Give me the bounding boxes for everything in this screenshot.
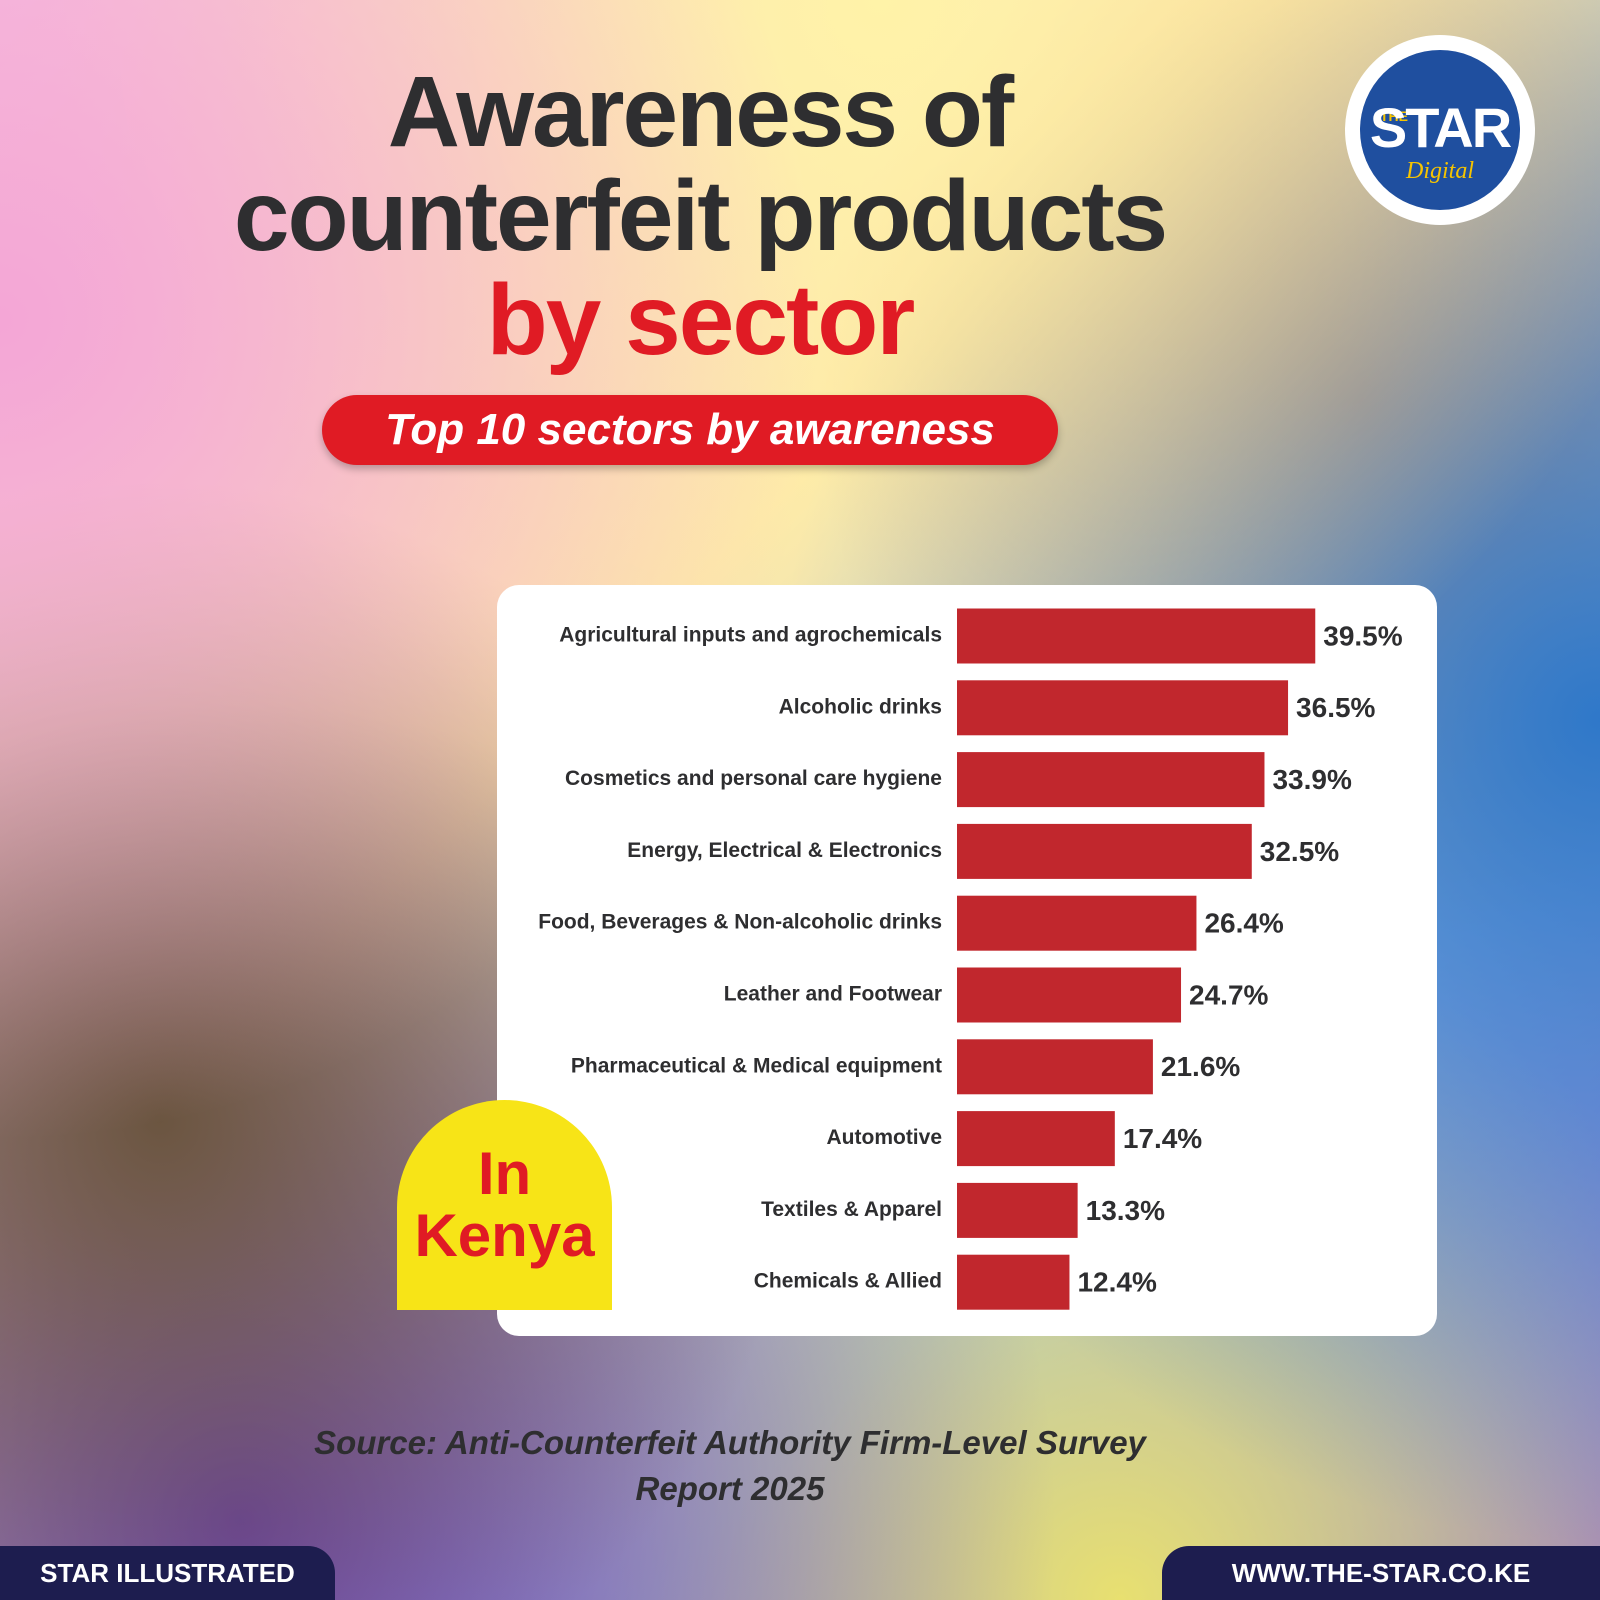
value-label: 12.4% (1077, 1267, 1156, 1298)
bar (957, 1254, 1070, 1310)
category-label: Cosmetics and personal care hygiene (565, 767, 942, 790)
bar (957, 823, 1252, 879)
footer-right: WWW.THE-STAR.CO.KE (1162, 1546, 1600, 1600)
bar (957, 1182, 1078, 1238)
bar (957, 752, 1265, 808)
category-label: Energy, Electrical & Electronics (627, 839, 942, 862)
logo: THE STAR Digital (1345, 35, 1535, 225)
bar (957, 608, 1316, 664)
title: Awareness of counterfeit products by sect… (180, 60, 1220, 372)
value-label: 39.5% (1323, 620, 1402, 651)
value-label: 21.6% (1161, 1051, 1240, 1082)
footer-left: STAR ILLUSTRATED (0, 1546, 335, 1600)
category-label: Textiles & Apparel (761, 1198, 942, 1221)
title-main: Awareness of counterfeit products (233, 56, 1168, 272)
category-label: Automotive (827, 1126, 943, 1149)
subtitle: Top 10 sectors by awareness (322, 395, 1058, 465)
value-label: 32.5% (1260, 836, 1339, 867)
source: Source: Anti-Counterfeit Authority Firm-… (314, 1424, 1146, 1507)
badge: In Kenya (397, 1100, 612, 1310)
logo-suffix: Digital (1405, 158, 1474, 184)
value-label: 24.7% (1189, 979, 1268, 1010)
category-label: Food, Beverages & Non-alcoholic drinks (538, 911, 942, 934)
value-label: 33.9% (1272, 764, 1351, 795)
logo-inner: THE STAR Digital (1360, 50, 1520, 210)
category-label: Alcoholic drinks (779, 695, 942, 718)
value-label: 36.5% (1296, 692, 1375, 723)
bar (957, 1111, 1115, 1167)
bar (957, 967, 1182, 1023)
bar (957, 895, 1197, 951)
logo-name: STAR (1369, 96, 1512, 159)
title-emphasis: by sector (486, 264, 916, 376)
logo-prefix: THE (1380, 108, 1408, 124)
category-label: Pharmaceutical & Medical equipment (571, 1054, 942, 1077)
category-label: Agricultural inputs and agrochemicals (559, 624, 942, 647)
bar (957, 680, 1289, 736)
category-label: Chemicals & Allied (754, 1270, 942, 1293)
value-label: 17.4% (1123, 1123, 1202, 1154)
category-label: Leather and Footwear (724, 983, 942, 1006)
value-label: 13.3% (1086, 1195, 1165, 1226)
bar (957, 1039, 1153, 1095)
value-label: 26.4% (1204, 908, 1283, 939)
